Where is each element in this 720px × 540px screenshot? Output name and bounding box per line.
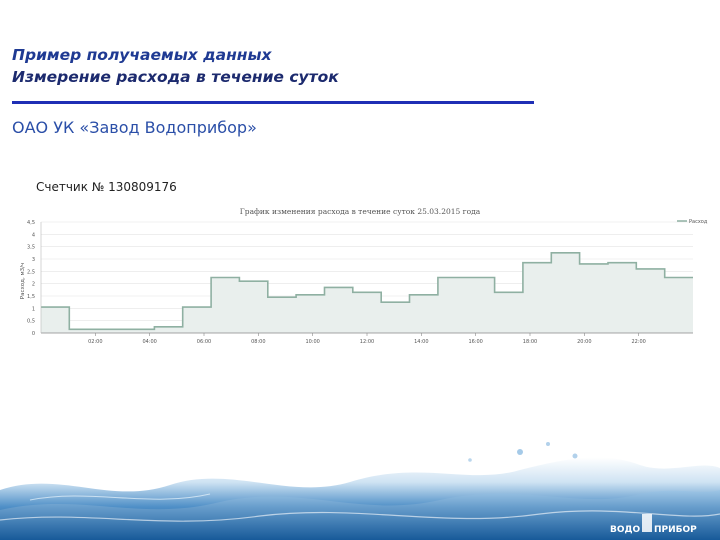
meter-label: Счетчик № 130809176 — [36, 180, 177, 194]
x-tick-label: 14:00 — [414, 339, 428, 345]
slide-title-line2: Измерение расхода в течение суток — [12, 68, 339, 86]
x-tick-label: 16:00 — [468, 339, 482, 345]
slide-title: Пример получаемых данных Измерение расхо… — [12, 44, 339, 88]
water-splash-image — [0, 430, 720, 540]
chart-area — [41, 252, 693, 333]
x-tick-label: 18:00 — [523, 339, 537, 345]
series-line — [41, 252, 693, 331]
x-tick-label: 22:00 — [631, 339, 645, 345]
y-tick-label: 4 — [32, 232, 35, 238]
chart-title: График изменения расхода в течение суток… — [240, 207, 481, 216]
legend-label: Расход — [689, 219, 708, 225]
y-tick-label: 2,5 — [27, 269, 35, 275]
x-tick-label: 04:00 — [142, 339, 156, 345]
x-tick-label: 10:00 — [305, 339, 319, 345]
company-name: ОАО УК «Завод Водоприбор» — [12, 118, 257, 137]
y-tick-label: 3,5 — [27, 245, 35, 251]
y-tick-label: 3 — [32, 257, 35, 263]
y-axis-label: Расход, м3/ч — [20, 263, 26, 299]
slide-title-line1: Пример получаемых данных — [12, 46, 272, 64]
x-tick-label: 02:00 — [88, 339, 102, 345]
x-tick-label: 20:00 — [577, 339, 591, 345]
x-tick-label: 12:00 — [360, 339, 374, 345]
logo: ВОДО ПРИБОР — [610, 514, 697, 535]
svg-text:ВОДО: ВОДО — [610, 525, 641, 535]
y-tick-label: 1,5 — [27, 294, 35, 300]
y-tick-label: 2 — [32, 282, 35, 288]
y-tick-label: 0,5 — [27, 319, 35, 325]
x-tick-label: 06:00 — [197, 339, 211, 345]
title-underline — [12, 101, 534, 104]
chart-labels: График изменения расхода в течение суток… — [20, 207, 708, 299]
chart-axes: 0 0,5 1 1,5 2 2,5 3 3,5 4 4,5 02:00 04:00 06:00 08:00… — [27, 220, 693, 345]
y-tick-label: 1 — [32, 306, 35, 312]
y-tick-label: 0 — [32, 331, 35, 337]
svg-text:ПРИБОР: ПРИБОР — [654, 525, 697, 535]
x-tick-label: 08:00 — [251, 339, 265, 345]
y-tick-label: 4,5 — [27, 220, 35, 226]
